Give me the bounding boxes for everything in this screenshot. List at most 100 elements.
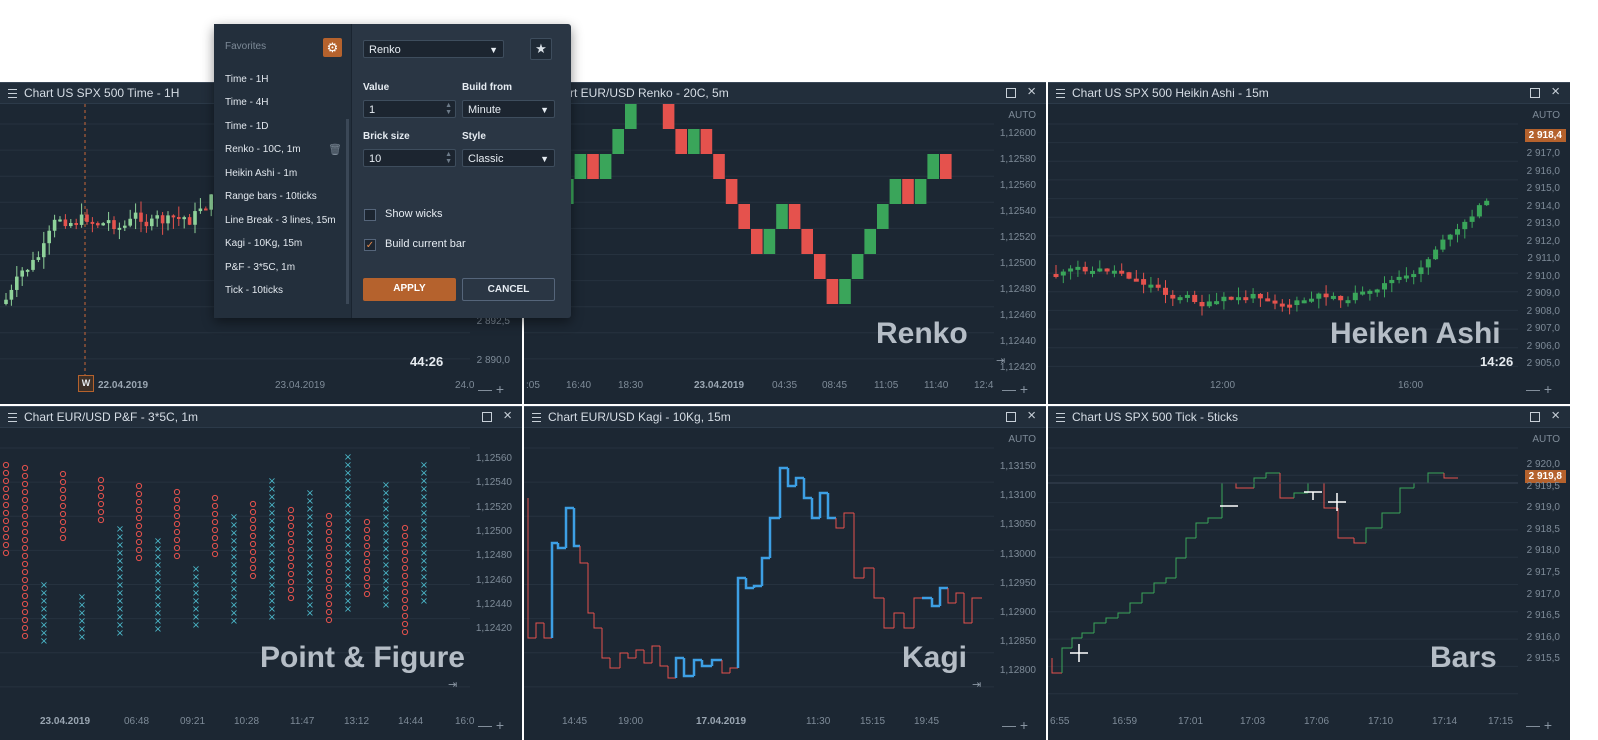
zoom-controls[interactable]: — + bbox=[1526, 717, 1553, 733]
favorite-item[interactable]: Time - 1H bbox=[225, 74, 269, 85]
renko-brick bbox=[662, 104, 675, 129]
maximize-icon[interactable] bbox=[482, 412, 492, 422]
brick-size-input[interactable]: 10 ▲ ▼ bbox=[363, 149, 456, 167]
cancel-button[interactable]: CANCEL bbox=[462, 278, 555, 301]
tick-bar bbox=[1279, 473, 1294, 499]
pf-x-mark: × bbox=[192, 564, 200, 575]
auto-scale-label[interactable]: AUTO bbox=[1008, 110, 1036, 121]
pf-x-mark: × bbox=[268, 556, 276, 567]
menu-icon[interactable] bbox=[8, 89, 17, 98]
pf-x-mark: × bbox=[382, 560, 390, 571]
candle-body bbox=[69, 223, 73, 227]
menu-icon[interactable] bbox=[1056, 89, 1065, 98]
y-tick-label: 1,12600 bbox=[999, 128, 1036, 139]
pf-o-mark bbox=[325, 536, 333, 544]
candle-body bbox=[1389, 279, 1395, 284]
kagi-segment bbox=[674, 656, 684, 678]
value-input[interactable]: 1 ▲ ▼ bbox=[363, 100, 456, 118]
favorite-item[interactable]: Time - 1D bbox=[225, 121, 269, 132]
stepper-icon[interactable]: ▲ ▼ bbox=[445, 102, 452, 116]
scroll-to-end-icon[interactable]: ⇥ bbox=[996, 355, 1006, 367]
zoom-controls[interactable]: — + bbox=[1002, 717, 1029, 733]
favorite-item[interactable]: Kagi - 10Kg, 15m bbox=[225, 238, 303, 249]
kagi-segment bbox=[643, 650, 652, 664]
star-icon[interactable]: ★ bbox=[530, 38, 552, 60]
style-select[interactable]: Classic ▼ bbox=[462, 149, 555, 167]
chart-panel-heikin-ashi[interactable]: Chart US SPX 500 Heikin Ashi - 15m × AUT… bbox=[1048, 82, 1570, 404]
pf-x-mark: × bbox=[154, 592, 162, 603]
pf-o-mark bbox=[97, 484, 105, 492]
close-icon[interactable]: × bbox=[1027, 407, 1036, 424]
zoom-controls[interactable]: — + bbox=[1002, 381, 1029, 397]
apply-button[interactable]: APPLY bbox=[363, 278, 456, 301]
pf-x-mark: × bbox=[40, 620, 48, 631]
renko-brick bbox=[902, 179, 914, 204]
x-tick-label: 11:47 bbox=[290, 716, 315, 727]
chart-panel-point-figure[interactable]: Chart EUR/USD P&F - 3*5C, 1m × × × × × × × × × ×… bbox=[0, 406, 522, 740]
chart-panel-renko[interactable]: Chart EUR/USD Renko - 20C, 5m × AUTO 1,1… bbox=[524, 82, 1046, 404]
menu-icon[interactable] bbox=[1056, 413, 1065, 422]
close-icon[interactable]: × bbox=[1551, 83, 1560, 100]
favorite-item[interactable]: Tick - 10ticks bbox=[225, 285, 283, 296]
stepper-icon[interactable]: ▲ ▼ bbox=[445, 151, 452, 165]
scroll-to-end-icon[interactable]: ⇥ bbox=[972, 679, 982, 691]
candle-body bbox=[128, 218, 132, 226]
maximize-icon[interactable] bbox=[1006, 88, 1016, 98]
maximize-icon[interactable] bbox=[1006, 412, 1016, 422]
pf-o-mark bbox=[211, 542, 219, 550]
pf-x-mark: × bbox=[344, 508, 352, 519]
heikin-ashi-plot[interactable] bbox=[1048, 104, 1570, 404]
build-from-select[interactable]: Minute ▼ bbox=[462, 100, 555, 118]
maximize-icon[interactable] bbox=[1530, 88, 1540, 98]
kagi-segment bbox=[550, 541, 558, 638]
pf-x-mark: × bbox=[268, 580, 276, 591]
y-tick-label: 2 909,0 bbox=[1526, 288, 1560, 299]
gear-icon[interactable]: ⚙ bbox=[323, 38, 342, 57]
pf-x-mark: × bbox=[78, 632, 86, 643]
pf-x-mark: × bbox=[420, 516, 428, 527]
build-current-bar-checkbox[interactable]: ✓ bbox=[364, 239, 376, 251]
chart-type-select[interactable]: Renko ▼ bbox=[363, 40, 504, 58]
favorite-item[interactable]: P&F - 3*5C, 1m bbox=[225, 262, 296, 273]
favorite-item[interactable]: Renko - 10C, 1m bbox=[225, 144, 301, 155]
auto-scale-label[interactable]: AUTO bbox=[1532, 110, 1560, 121]
maximize-icon[interactable] bbox=[1530, 412, 1540, 422]
show-wicks-checkbox[interactable] bbox=[364, 209, 376, 221]
renko-plot[interactable] bbox=[524, 104, 1046, 404]
point-figure-plot[interactable]: ××××××××××××××××××××××××××××××××××××××××… bbox=[0, 428, 470, 740]
tick-bars-plot[interactable] bbox=[1048, 428, 1518, 740]
candle-body bbox=[123, 225, 127, 228]
trash-icon[interactable]: 🗑 bbox=[328, 144, 342, 156]
renko-brick bbox=[914, 179, 927, 204]
pf-x-mark: × bbox=[116, 588, 124, 599]
kagi-plot[interactable] bbox=[524, 428, 994, 740]
auto-scale-label[interactable]: AUTO bbox=[1532, 434, 1560, 445]
favorite-item[interactable]: Line Break - 3 lines, 15m bbox=[225, 215, 336, 226]
close-icon[interactable]: × bbox=[503, 407, 512, 424]
chart-type-watermark: Kagi bbox=[902, 641, 968, 674]
zoom-controls[interactable]: — + bbox=[478, 717, 505, 733]
chart-type-value: Renko bbox=[369, 44, 401, 56]
kagi-segment bbox=[893, 612, 904, 628]
pf-x-mark: × bbox=[306, 584, 314, 595]
favorite-item[interactable]: Range bars - 10ticks bbox=[225, 191, 317, 202]
auto-scale-label[interactable]: AUTO bbox=[1008, 434, 1036, 445]
scrollbar[interactable] bbox=[346, 119, 349, 304]
scroll-to-end-icon[interactable]: ⇥ bbox=[448, 679, 458, 691]
favorite-item[interactable]: Heikin Ashi - 1m bbox=[225, 168, 298, 179]
zoom-controls[interactable]: — + bbox=[478, 381, 505, 397]
y-tick-label: 1,12560 bbox=[475, 453, 512, 464]
menu-icon[interactable] bbox=[532, 413, 541, 422]
favorite-item[interactable]: Time - 4H bbox=[225, 97, 269, 108]
chart-panel-tick[interactable]: Chart US SPX 500 Tick - 5ticks × AUTO 2 … bbox=[1048, 406, 1570, 740]
pf-o-mark bbox=[173, 528, 181, 536]
close-icon[interactable]: × bbox=[1027, 83, 1036, 100]
menu-icon[interactable] bbox=[8, 413, 17, 422]
pf-o-mark bbox=[401, 524, 409, 532]
zoom-controls[interactable]: — + bbox=[1526, 381, 1553, 397]
y-tick-label: 1,12480 bbox=[999, 284, 1036, 295]
close-icon[interactable]: × bbox=[1551, 407, 1560, 424]
chart-panel-kagi[interactable]: Chart EUR/USD Kagi - 10Kg, 15m × AUTO 1,… bbox=[524, 406, 1046, 740]
candle-body bbox=[90, 221, 95, 224]
candle-body bbox=[1075, 266, 1081, 270]
